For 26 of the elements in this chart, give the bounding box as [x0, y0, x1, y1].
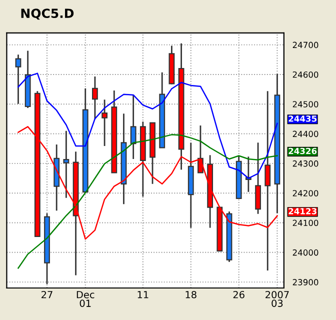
- x-tick-label: 27: [42, 290, 52, 298]
- y-tick-label: 24500: [292, 101, 318, 108]
- candlestick: [63, 130, 70, 199]
- candlestick: [255, 142, 261, 215]
- chart-title: NQC5.D: [21, 8, 74, 20]
- line-series: [18, 72, 278, 179]
- x-tick-label: Dec 01: [76, 291, 94, 307]
- y-tick-label: 24600: [292, 71, 318, 78]
- y-tick-label: 24700: [292, 42, 318, 48]
- candlestick: [102, 98, 108, 147]
- candlestick: [15, 54, 22, 105]
- x-tick-label: 18: [186, 290, 196, 298]
- candlestick: [92, 76, 98, 120]
- data-label: 24123: [288, 208, 316, 214]
- x-tick-label: 11: [138, 291, 148, 298]
- x-tick-label: 2007 03: [266, 290, 289, 307]
- y-tick-label: 24200: [292, 190, 318, 196]
- y-tick-label: 24400: [292, 130, 318, 138]
- candlestick: [130, 94, 136, 160]
- y-tick-label: 23900: [292, 279, 318, 286]
- y-tick-label: 24100: [292, 220, 318, 226]
- x-tick-label: 26: [233, 290, 244, 298]
- y-tick-label: 24300: [292, 160, 318, 167]
- data-label: 24435: [288, 115, 316, 122]
- y-tick-label: 24000: [292, 249, 318, 256]
- data-label: 24326: [288, 148, 317, 154]
